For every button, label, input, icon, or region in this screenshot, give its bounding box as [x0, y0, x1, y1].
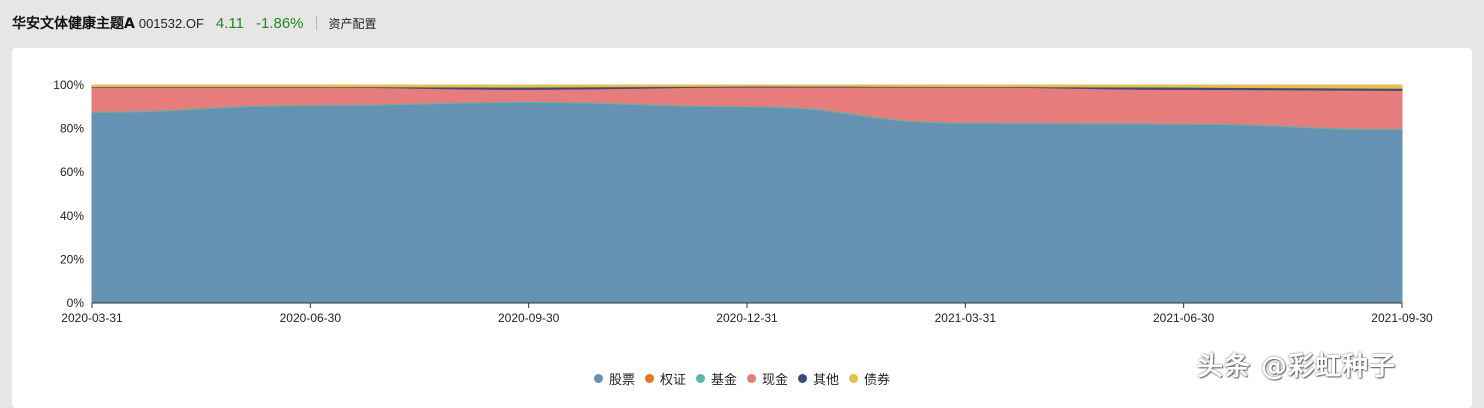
fund-nav: 4.11	[215, 14, 244, 32]
legend-marker	[747, 374, 756, 383]
fund-change: -1.86%	[255, 14, 304, 32]
legend-marker	[644, 374, 654, 383]
x-tick-label: 2021-06-30	[1153, 311, 1215, 325]
legend-item-fund[interactable]: 基金	[695, 369, 737, 388]
header-divider	[315, 16, 317, 30]
legend-marker	[798, 374, 808, 383]
legend-marker	[593, 374, 603, 383]
legend-label: 基金	[710, 373, 737, 388]
x-tick-label: 2020-06-30	[280, 311, 342, 325]
y-tick-label: 20%	[60, 252, 84, 266]
y-tick-label: 60%	[60, 165, 84, 179]
chart-legend: 股票 权证 基金 现金 其他 债券	[12, 369, 1472, 388]
x-tick-label: 2020-03-31	[61, 311, 123, 325]
x-tick-label: 2021-09-30	[1371, 311, 1433, 325]
legend-item-bond[interactable]: 债券	[849, 369, 890, 388]
area-stock	[91, 101, 1403, 304]
area-bond	[91, 84, 1403, 89]
y-tick-label: 80%	[60, 122, 84, 136]
fund-code: 001532.OF	[138, 15, 204, 31]
section-title[interactable]: 资产配置	[328, 16, 377, 31]
legend-item-stock[interactable]: 股票	[593, 369, 635, 388]
x-tick-label: 2021-03-31	[935, 311, 997, 325]
legend-item-other[interactable]: 其他	[798, 369, 839, 388]
legend-item-warrant[interactable]: 权证	[644, 369, 686, 388]
y-tick-label: 0%	[67, 296, 85, 310]
legend-marker	[695, 374, 705, 383]
legend-label: 债券	[864, 373, 891, 388]
legend-label: 股票	[608, 373, 635, 388]
asset-allocation-chart: 2020-03-31 2020-06-30 2020-09-30 2020-12-31…	[53, 78, 1433, 325]
y-tick-label: 100%	[53, 78, 84, 92]
legend-marker	[849, 374, 859, 383]
legend-label: 其他	[813, 373, 840, 388]
legend-label: 现金	[762, 373, 789, 388]
x-tick-label: 2020-09-30	[498, 311, 560, 325]
fund-name: 华安文体健康主题A	[12, 16, 135, 32]
watermark: 头条 @彩虹种子	[1197, 352, 1397, 382]
legend-label: 权证	[659, 373, 686, 388]
x-tick-label: 2020-12-31	[716, 311, 778, 325]
chart-panel: 2020-03-31 2020-06-30 2020-09-30 2020-12-31…	[12, 48, 1472, 408]
y-tick-label: 40%	[60, 209, 84, 223]
legend-item-cash[interactable]: 现金	[747, 369, 788, 388]
header: 华安文体健康主题A 001532.OF 4.11 -1.86% 资产配置	[0, 0, 1484, 46]
